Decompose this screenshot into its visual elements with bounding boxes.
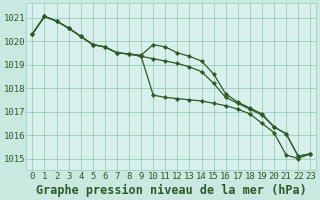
X-axis label: Graphe pression niveau de la mer (hPa): Graphe pression niveau de la mer (hPa): [36, 183, 307, 197]
